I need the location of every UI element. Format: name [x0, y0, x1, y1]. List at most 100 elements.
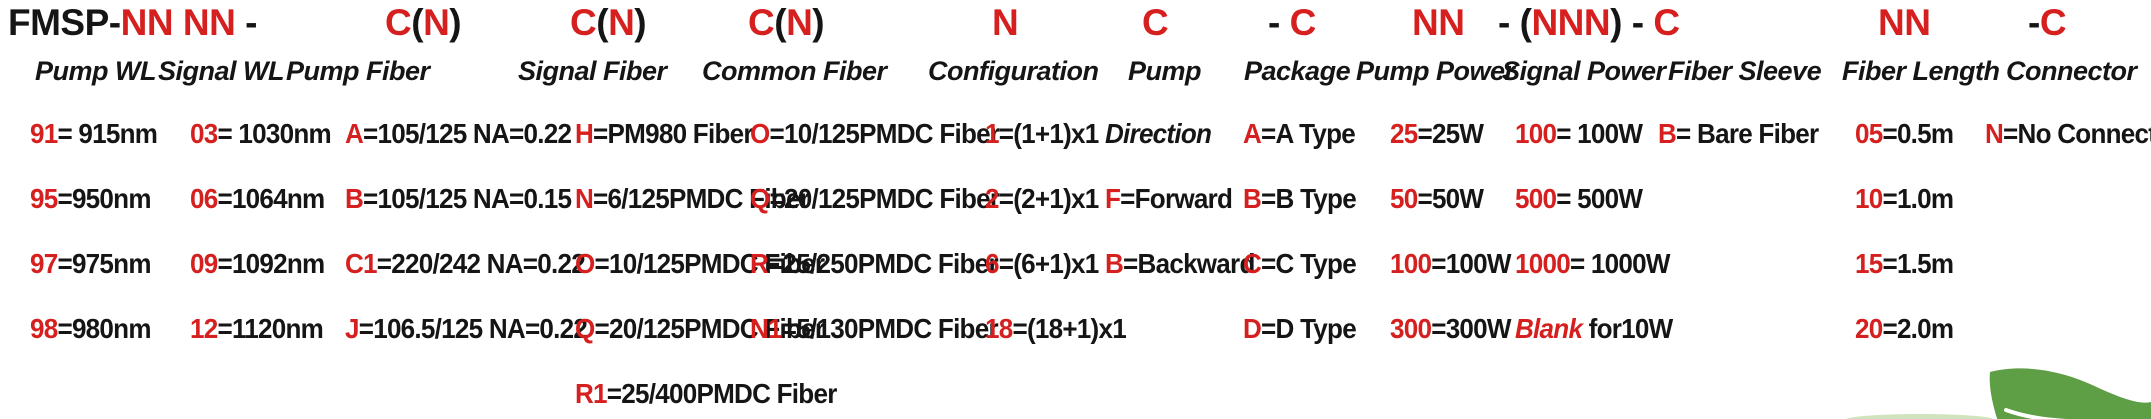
common-fiber-meaning: =10/125PMDC Fiber	[769, 118, 1001, 149]
pump-power-option: 50=50W	[1390, 183, 1484, 215]
pump-fiber-code: C1	[345, 248, 378, 279]
signal-fiber-meaning: =20/125PMDC Fiber	[594, 313, 826, 344]
fiber-sleeve-meaning: = Bare Fiber	[1676, 118, 1819, 149]
leaf-underside-sliver	[1845, 414, 1995, 419]
common-fiber-code: N1	[750, 313, 783, 344]
common-fiber-option: Q=20/125PMDC Fiber	[750, 183, 1001, 215]
signal-power-option: 100= 100W	[1515, 118, 1643, 150]
signal-fiber-option: O=10/125PMDC Fiber	[575, 248, 825, 280]
signal-wl-code: 03	[190, 118, 218, 149]
pump-wl-meaning: =980nm	[57, 313, 151, 344]
pump-code: B	[1105, 248, 1124, 279]
pump-power-code: 100	[1390, 248, 1432, 279]
configuration-meaning: =(2+1)x1	[998, 183, 1099, 214]
fiber-sleeve-option: B= Bare Fiber	[1658, 118, 1819, 150]
pump-wl-code: 97	[30, 248, 58, 279]
column-header-fiber-sleeve: Fiber Sleeve	[1668, 56, 1822, 86]
fiber-length-option: 10=1.0m	[1855, 183, 1954, 215]
column-header-fiber-length: Fiber Length	[1842, 56, 2000, 86]
fiber-length-option: 20=2.0m	[1855, 313, 1954, 345]
package-option: A=A Type	[1243, 118, 1356, 150]
signal-fiber-option: Q=20/125PMDC Fiber	[575, 313, 826, 345]
common-fiber-code: O	[750, 118, 770, 149]
common-fiber-code: Q	[750, 183, 770, 214]
configuration-option: 1=(1+1)x1	[985, 118, 1099, 150]
pump-wl-meaning: = 915nm	[57, 118, 158, 149]
configuration-meaning: =(18+1)x1	[1012, 313, 1126, 344]
connector-code: N	[1985, 118, 2004, 149]
pump-meaning: =Backward	[1123, 248, 1255, 279]
signal-fiber-option: R1=25/400PMDC Fiber	[575, 378, 837, 410]
signal-wl-option: 03= 1030nm	[190, 118, 332, 150]
signal-fiber-code: O	[575, 248, 595, 279]
package-option: C=C Type	[1243, 248, 1357, 280]
column-header-pump-fiber: Pump Fiber	[286, 56, 430, 86]
fiber-length-option: 15=1.5m	[1855, 248, 1954, 280]
pump-wl-option: 95=950nm	[30, 183, 151, 215]
signal-power-code: 1000	[1515, 248, 1571, 279]
configuration-option: 2=(2+1)x1	[985, 183, 1099, 215]
fiber-sleeve-code: B	[1658, 118, 1677, 149]
signal-wl-code: 09	[190, 248, 218, 279]
signal-power-meaning: for10W	[1582, 313, 1674, 344]
signal-power-option: Blank for10W	[1515, 313, 1674, 345]
fiber-length-code: 20	[1855, 313, 1883, 344]
package-code: A	[1243, 118, 1262, 149]
configuration-code: 1	[985, 118, 999, 149]
column-header-configuration: Configuration	[928, 56, 1099, 86]
prefix-and-wavelength-codes: FMSP-NN NN -	[8, 2, 257, 43]
pump-power-code: 300	[1390, 313, 1432, 344]
pump-power-option: 300=300W	[1390, 313, 1511, 345]
signal-wl-option: 12=1120nm	[190, 313, 324, 345]
pump-fiber-code: A	[345, 118, 364, 149]
signal-fiber-meaning: =6/125PMDC Fiber	[593, 183, 810, 214]
fiber-length-code: 15	[1855, 248, 1883, 279]
pump-option: F=Forward	[1105, 183, 1233, 215]
fiber-length-meaning: =0.5m	[1882, 118, 1954, 149]
package-code: - C	[1268, 2, 1316, 43]
connector-option: N=No Connector	[1985, 118, 2151, 150]
pump-wl-code: 98	[30, 313, 58, 344]
signal-power-code: Blank	[1515, 313, 1583, 344]
signal-fiber-meaning: =25/400PMDC Fiber	[606, 378, 838, 409]
pump-wl-option: 91= 915nm	[30, 118, 158, 150]
common-fiber-option: N1=5/130PMDC Fiber	[750, 313, 999, 345]
pump-power-option: 100=100W	[1390, 248, 1511, 280]
signal-wl-meaning: =1064nm	[217, 183, 325, 214]
pump-wl-option: 98=980nm	[30, 313, 151, 345]
signal-wl-meaning: =1120nm	[217, 313, 324, 344]
pump-wl-code: 91	[30, 118, 58, 149]
pump-wl-code: 95	[30, 183, 58, 214]
fiber-length-code: 05	[1855, 118, 1883, 149]
configuration-meaning: =(1+1)x1	[998, 118, 1099, 149]
pump-wl-meaning: =975nm	[57, 248, 151, 279]
leaf-logo	[1950, 360, 2151, 419]
package-meaning: =D Type	[1261, 313, 1357, 344]
pump-fiber-meaning: =105/125 NA=0.15	[363, 183, 572, 214]
fiber-length-code: NN	[1878, 2, 1931, 43]
pump-meaning: =Forward	[1120, 183, 1233, 214]
signal-power-meaning: = 1000W	[1569, 248, 1670, 279]
package-option: D=D Type	[1243, 313, 1357, 345]
pump-power-code: 50	[1390, 183, 1418, 214]
signal-power-code: 500	[1515, 183, 1557, 214]
package-code: C	[1243, 248, 1262, 279]
signal-wl-option: 06=1064nm	[190, 183, 325, 215]
signal-fiber-meaning: =PM980 Fiber	[593, 118, 753, 149]
pump-power-meaning: =25W	[1417, 118, 1484, 149]
signal-fiber-code: R1	[575, 378, 608, 409]
column-header-common-fiber: Common Fiber	[702, 56, 887, 86]
signal-power-option: 1000= 1000W	[1515, 248, 1670, 280]
pump-power-meaning: =100W	[1431, 248, 1511, 279]
common-fiber-option: O=10/125PMDC Fiber	[750, 118, 1001, 150]
fiber-length-option: 05=0.5m	[1855, 118, 1954, 150]
pump-option: Direction	[1105, 118, 1212, 150]
common-fiber-meaning: =20/125PMDC Fiber	[769, 183, 1001, 214]
pump-power-meaning: =50W	[1417, 183, 1484, 214]
configuration-code: 18	[985, 313, 1013, 344]
pump-meaning: Direction	[1105, 118, 1212, 149]
pump-fiber-code: B	[345, 183, 364, 214]
pump-direction-code: C	[1142, 2, 1169, 43]
pump-wl-meaning: =950nm	[57, 183, 151, 214]
configuration-code: 6	[985, 248, 999, 279]
